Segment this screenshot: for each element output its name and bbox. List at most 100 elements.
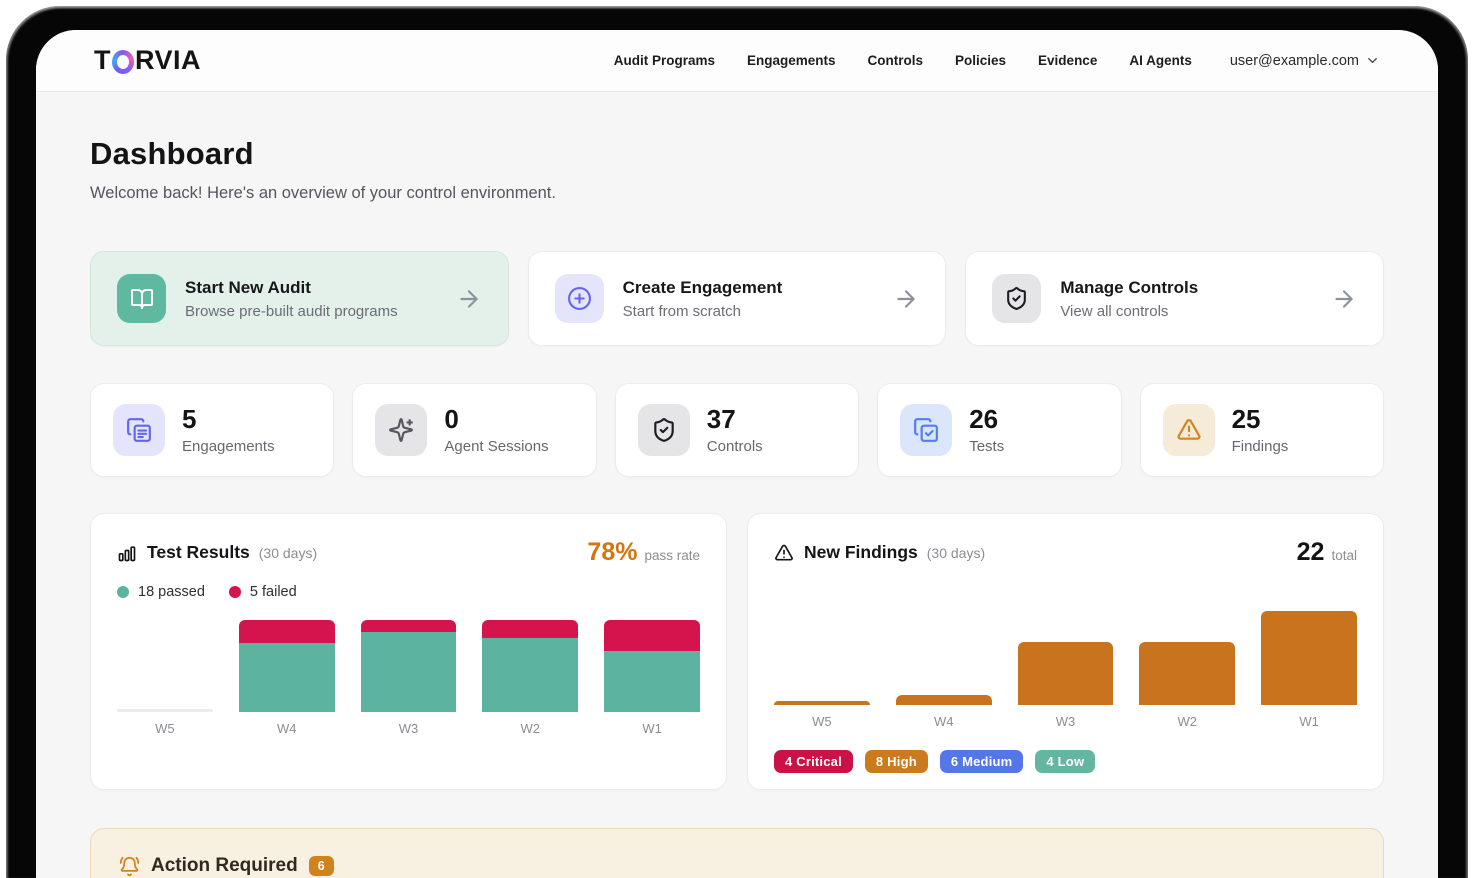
stat-label: Agent Sessions <box>444 437 549 455</box>
quick-action-subtitle: Browse pre-built audit programs <box>185 302 398 320</box>
passed-segment <box>604 650 700 712</box>
plus-circle-icon <box>554 274 604 323</box>
app-window: T RVIA Audit Programs Engagements Control… <box>36 30 1438 878</box>
legend-dot <box>228 586 241 598</box>
quick-action-title: Start New Audit <box>185 277 311 297</box>
bar-axis-label: W4 <box>276 721 297 736</box>
book-open-icon <box>117 274 166 323</box>
brand-logo-prefix: T <box>94 45 111 75</box>
legend-label: 18 passed <box>138 584 205 600</box>
test-results-bars <box>117 620 700 712</box>
quick-action-title: Manage Controls <box>1060 277 1199 297</box>
failed-segment <box>482 620 579 639</box>
chart-period: (30 days) <box>926 544 986 561</box>
nav-item-audit-programs[interactable]: Audit Programs <box>613 53 715 68</box>
chart-title: New Findings <box>804 542 918 562</box>
bar-axis-label: W4 <box>933 714 954 729</box>
stat-card-controls: 37 Controls <box>614 383 860 477</box>
manage-controls-card[interactable]: Manage Controls View all controls <box>965 251 1384 346</box>
failed-segment <box>238 620 335 643</box>
total-findings-value: 22 <box>1296 538 1325 566</box>
new-findings-bar <box>1261 611 1357 705</box>
test-results-card: Test Results (30 days) 78% pass rate 18 … <box>90 513 727 790</box>
pass-rate-label: pass rate <box>644 548 700 563</box>
legend-dot <box>117 586 129 598</box>
new-findings-card: New Findings (30 days) 22 total W5 W4 W3 W2… <box>747 513 1384 790</box>
stat-label: Tests <box>969 437 1005 455</box>
new-findings-bar <box>895 611 992 705</box>
bar-axis-label: W3 <box>1055 714 1076 729</box>
severity-badge: 4 Critical <box>774 750 853 773</box>
bar-axis-label: W2 <box>1177 714 1198 729</box>
severity-badge: 6 Medium <box>939 750 1024 773</box>
chart-title: Test Results <box>147 542 250 562</box>
nav-item-controls[interactable]: Controls <box>867 53 924 68</box>
clipboard-copy-icon <box>113 404 165 456</box>
quick-action-subtitle: Start from scratch <box>622 302 742 320</box>
passed-segment <box>238 643 335 712</box>
brand-logo-suffix: RVIA <box>135 45 202 75</box>
action-required-count-badge: 6 <box>308 856 334 876</box>
failed-segment <box>360 620 457 632</box>
test-results-bar <box>117 620 213 712</box>
bar-axis-label: W5 <box>155 721 175 736</box>
shield-check-icon <box>992 274 1042 323</box>
top-navigation-bar: T RVIA Audit Programs Engagements Control… <box>36 30 1438 92</box>
failed-segment <box>604 620 700 651</box>
bar-axis-label: W1 <box>1299 714 1319 729</box>
test-results-bar <box>238 620 335 712</box>
passed-segment <box>482 638 579 712</box>
stat-card-findings: 25 Findings <box>1139 383 1384 477</box>
charts-row: Test Results (30 days) 78% pass rate 18 … <box>90 513 1384 790</box>
new-findings-bar-labels: W5 W4 W3 W2 W1 <box>774 714 1357 729</box>
user-account-menu[interactable]: user@example.com <box>1230 53 1380 69</box>
total-findings-label: total <box>1331 548 1357 563</box>
brand-logo: T RVIA <box>94 45 201 76</box>
stat-label: Controls <box>706 437 763 455</box>
action-required-card: Action Required 6 <box>90 828 1384 878</box>
new-findings-bars <box>774 611 1357 705</box>
stat-value: 5 <box>182 403 197 434</box>
chart-period: (30 days) <box>258 544 318 561</box>
nav-item-ai-agents[interactable]: AI Agents <box>1129 53 1192 68</box>
device-bezel: T RVIA Audit Programs Engagements Control… <box>6 6 1468 878</box>
bell-ring-icon <box>119 856 140 876</box>
bar-axis-label: W1 <box>642 721 662 736</box>
test-results-bar-labels: W5 W4 W3 W2 W1 <box>117 721 700 736</box>
triangle-alert-icon <box>1162 404 1215 456</box>
test-results-bar <box>482 620 579 712</box>
stat-label: Findings <box>1231 437 1289 455</box>
legend-item: 5 failed <box>228 584 297 600</box>
nav-item-evidence[interactable]: Evidence <box>1038 53 1098 68</box>
nav-menu: Audit Programs Engagements Controls Poli… <box>614 53 1380 69</box>
findings-segment <box>1261 611 1357 705</box>
start-new-audit-card[interactable]: Start New Audit Browse pre-built audit p… <box>90 251 509 346</box>
stats-row: 5 Engagements 0 Agent Sessions 37 <box>90 383 1384 477</box>
shield-check-icon <box>637 404 690 456</box>
stat-value: 26 <box>969 403 999 434</box>
bar-axis-label: W3 <box>398 721 419 736</box>
action-required-title: Action Required <box>151 855 298 876</box>
new-findings-bar <box>1139 611 1236 705</box>
copy-check-icon <box>900 404 953 456</box>
page-title: Dashboard <box>90 136 254 171</box>
passed-segment <box>360 631 457 712</box>
quick-actions-row: Start New Audit Browse pre-built audit p… <box>90 251 1384 346</box>
legend-item: 18 passed <box>117 584 205 600</box>
findings-segment <box>895 694 992 705</box>
create-engagement-card[interactable]: Create Engagement Start from scratch <box>527 251 947 346</box>
findings-segment <box>1017 642 1114 705</box>
nav-item-policies[interactable]: Policies <box>955 53 1007 68</box>
user-email: user@example.com <box>1229 52 1359 69</box>
severity-badge: 8 High <box>864 750 928 773</box>
bar-axis-label: W5 <box>812 714 832 729</box>
findings-segment <box>774 701 870 705</box>
stat-label: Engagements <box>182 437 275 455</box>
stat-card-tests: 26 Tests <box>877 383 1122 477</box>
test-results-bar <box>604 620 700 712</box>
page-subtitle: Welcome back! Here's an overview of your… <box>90 184 556 202</box>
brand-logo-gradient-o <box>112 49 134 74</box>
nav-item-engagements[interactable]: Engagements <box>746 53 836 68</box>
stat-value: 37 <box>706 403 736 434</box>
chevron-down-icon <box>1368 58 1377 63</box>
